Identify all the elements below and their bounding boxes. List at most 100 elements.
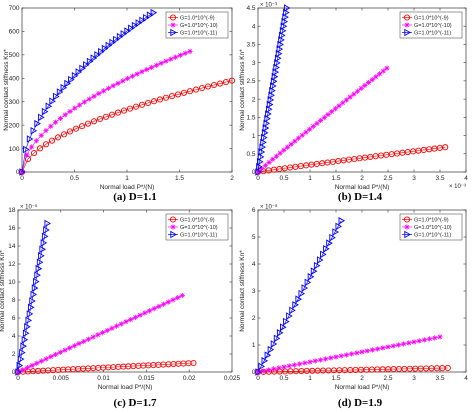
- data-point: [336, 103, 342, 109]
- legend-entry: G=1.0*10^(-11): [180, 233, 217, 239]
- data-point: [390, 343, 396, 349]
- chart-panel-1: 0 0.5 1 1.5 2 0 100 200 300 400 500 600 700 Normal lo…: [3, 5, 236, 203]
- legend-marker: [170, 230, 177, 239]
- data-point: [28, 303, 35, 312]
- data-point: [48, 137, 56, 144]
- series-1: [254, 144, 449, 176]
- data-point: [384, 65, 390, 71]
- data-point: [421, 337, 427, 343]
- y-tick-label: 4.5: [246, 5, 255, 12]
- data-point: [306, 126, 313, 132]
- data-point: [186, 88, 194, 95]
- data-point: [289, 306, 296, 315]
- data-point: [307, 359, 313, 365]
- data-point: [262, 124, 270, 132]
- data-point: [369, 77, 375, 83]
- data-point: [283, 8, 290, 17]
- data-point: [45, 102, 53, 111]
- data-point: [286, 312, 293, 320]
- x-tick-label: 2: [230, 175, 234, 182]
- data-point: [149, 64, 155, 70]
- data-point: [30, 150, 38, 157]
- data-point: [301, 284, 309, 292]
- data-point: [259, 166, 265, 172]
- data-point: [317, 357, 323, 363]
- data-point: [142, 310, 148, 316]
- data-point: [36, 258, 44, 267]
- data-point: [144, 66, 150, 73]
- data-point: [259, 143, 266, 151]
- x-tick-label: 0.5: [279, 175, 288, 182]
- y-tick-label: 400: [9, 75, 20, 82]
- data-point: [380, 345, 386, 351]
- x-tick-label: 1: [125, 175, 129, 182]
- data-point: [261, 133, 268, 142]
- legend-marker: [169, 14, 177, 21]
- x-tick-label: 4: [464, 375, 468, 382]
- panel-caption: (d) D=1.9: [338, 397, 383, 409]
- legend: G=1.0*10^(-9)G=1.0*10^(-10) G=1.0*10^(-11…: [165, 11, 229, 39]
- data-point: [307, 273, 315, 281]
- data-point: [33, 277, 40, 286]
- y-tick-label: 6: [12, 315, 16, 322]
- data-point: [91, 93, 97, 99]
- data-point: [48, 354, 54, 360]
- data-point: [22, 329, 30, 338]
- data-point: [43, 128, 49, 134]
- data-point: [266, 100, 274, 109]
- data-point: [134, 71, 140, 77]
- data-point: [158, 60, 164, 66]
- data-point: [81, 99, 87, 105]
- data-point: [175, 295, 181, 301]
- data-point: [110, 83, 116, 89]
- data-point: [267, 96, 275, 104]
- data-point: [53, 119, 59, 125]
- x-axis-label: Normal load P*/(N): [335, 384, 390, 391]
- data-point: [129, 73, 135, 79]
- data-point: [369, 347, 375, 353]
- data-point: [30, 290, 38, 299]
- data-point: [198, 85, 206, 92]
- data-point: [282, 13, 289, 21]
- legend-entry: G=1.0*10^(-9): [180, 16, 215, 22]
- chart-panel-3: 0 0.005 0.01 0.015 0.02 0.025 0 2 4 6 8 10 12 14 16 18 ×…: [0, 204, 241, 410]
- x-tick-label: 0.025: [224, 375, 241, 382]
- y-axis-label: Normal contact stiffness Kn*: [239, 250, 246, 332]
- legend-marker: [170, 224, 176, 230]
- data-point: [132, 314, 138, 320]
- data-point: [81, 338, 87, 344]
- legend-entry: G=1.0*10^(-11): [414, 31, 451, 37]
- data-point: [38, 358, 45, 364]
- data-point: [329, 109, 335, 115]
- data-point: [156, 96, 164, 103]
- data-point: [19, 168, 26, 176]
- data-point: [131, 21, 139, 30]
- x-tick-label: 0.5: [70, 175, 79, 182]
- x-tick-label: 0: [256, 175, 260, 182]
- legend-entry: G=1.0*10^(-10): [414, 23, 452, 29]
- data-point: [325, 111, 331, 118]
- data-point: [77, 102, 83, 108]
- series-2: [19, 48, 193, 175]
- legend-box: [165, 11, 229, 39]
- data-point: [277, 40, 284, 49]
- y-tick-label: 3: [252, 60, 256, 67]
- data-point: [283, 4, 291, 12]
- y-tick-label: 0: [252, 369, 256, 376]
- data-point: [120, 107, 128, 114]
- data-point: [94, 51, 101, 59]
- data-point: [53, 92, 60, 101]
- data-point: [265, 110, 272, 118]
- data-point: [108, 111, 116, 118]
- data-point: [228, 77, 236, 84]
- data-point: [24, 323, 31, 331]
- data-point: [52, 351, 59, 358]
- x-tick-label: 0.5: [279, 375, 288, 382]
- x-tick-label: 1.5: [331, 375, 340, 382]
- data-point: [310, 267, 318, 275]
- data-point: [156, 303, 162, 310]
- x-tick-label: 1.5: [175, 175, 184, 182]
- legend-marker: [170, 22, 176, 28]
- data-point: [48, 123, 54, 129]
- y-tick-label: 1.5: [246, 115, 255, 122]
